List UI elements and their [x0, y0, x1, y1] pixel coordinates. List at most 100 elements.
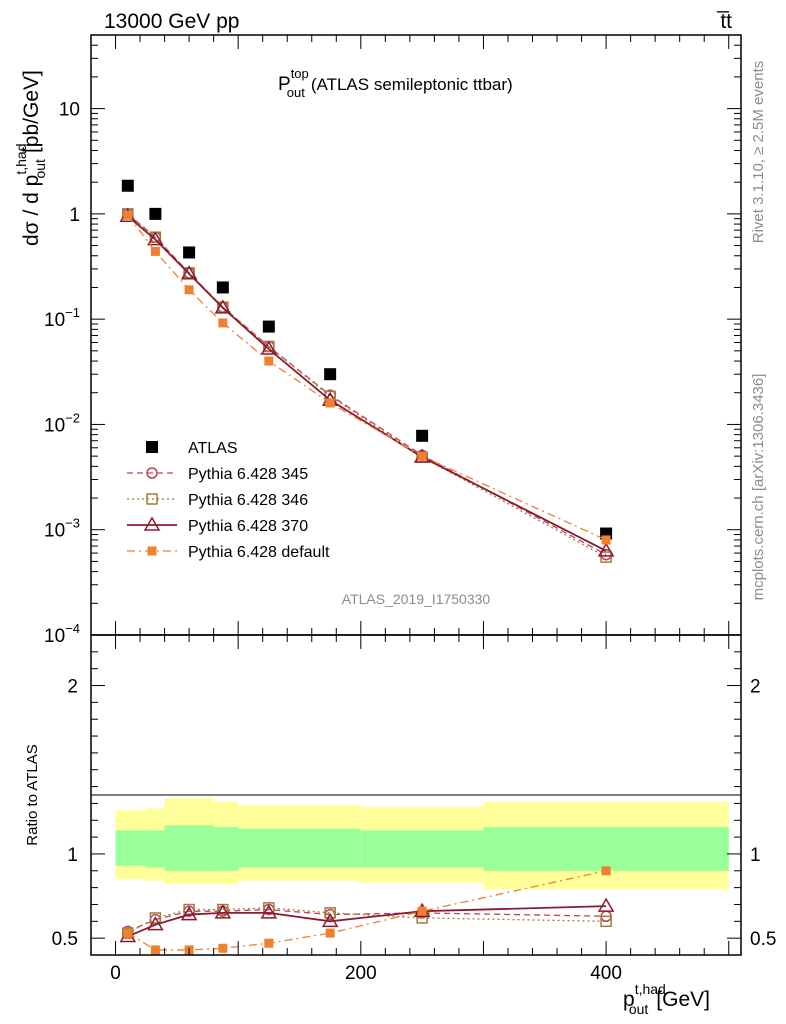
data-point — [149, 207, 162, 220]
y-tick-label: 10−4 — [44, 621, 80, 647]
ratio-series-line — [127, 905, 607, 938]
data-point — [262, 320, 275, 333]
data-point — [417, 451, 427, 461]
x-tick-label: 400 — [590, 963, 622, 984]
main-ylabel-sup: t,had — [13, 144, 29, 175]
y-tick-label: 10 — [59, 100, 80, 121]
ratio-data-point — [597, 897, 615, 912]
data-point — [183, 246, 196, 259]
main-ylabel: dσ / d pt,had out [pb/GeV] — [13, 70, 48, 246]
y-tick-label-base: 1 — [69, 205, 80, 226]
legend-label: Pythia 6.428 346 — [188, 492, 308, 509]
uncertainty-band-inner — [146, 830, 165, 868]
legend-marker — [147, 546, 157, 556]
ratio-data-point — [601, 866, 611, 876]
ratio-data-point — [149, 912, 162, 924]
main-title-sup: top — [291, 66, 309, 81]
main-ylabel-main: dσ / d p — [20, 175, 43, 246]
uncertainty-band-inner — [232, 827, 239, 871]
uncertainty-band-inner — [238, 828, 300, 868]
main-title-p: P — [278, 74, 291, 95]
ratio-xlabel: pt,had out [GeV] — [623, 981, 710, 1017]
legend-item: Pythia 6.428 346 — [127, 492, 308, 509]
legend-item: Pythia 6.428 345 — [127, 466, 308, 483]
legend-marker — [146, 467, 158, 479]
series-atlas — [121, 179, 613, 540]
data-point — [216, 281, 229, 294]
data-point — [325, 398, 335, 408]
y-tick-label-base: 10 — [59, 100, 80, 121]
ratio-data-point — [264, 938, 274, 948]
legend-label: Pythia 6.428 default — [188, 544, 330, 561]
ratio-y-tick-label-right: 2 — [750, 677, 761, 698]
ratio-tick-labels: 0.5 0.5 1 1 2 2 0 200 400 — [52, 677, 777, 984]
data-point — [260, 340, 278, 355]
legend: ATLAS Pythia 6.428 345 Pythia 6.428 346 Pyt… — [127, 440, 330, 561]
uncertainty-band-inner — [213, 827, 233, 871]
main-ticks — [91, 34, 741, 636]
ratio-xlabel-main: p — [623, 988, 635, 1011]
legend-marker — [146, 493, 158, 505]
uncertainty-band-inner — [164, 825, 214, 871]
ratio-data-point — [325, 928, 335, 938]
y-tick-label: 1 — [69, 205, 80, 226]
data-point — [123, 210, 133, 220]
legend-marker — [143, 516, 161, 531]
y-tick-label-exp: −4 — [65, 621, 80, 636]
rivet-label: Rivet 3.1.10, ≥ 2.5M events — [750, 61, 767, 244]
y-tick-label-base: 10 — [44, 626, 65, 647]
header-right: t̅t — [716, 10, 732, 33]
ratio-xlabel-sup: t,had — [635, 981, 666, 997]
x-tick-label: 0 — [110, 963, 121, 984]
uncertainty-band-inner — [115, 830, 147, 866]
ratio-data-point — [150, 945, 160, 955]
y-tick-label-exp: −1 — [65, 305, 80, 320]
data-point — [214, 299, 232, 314]
y-tick-label-base: 10 — [44, 310, 65, 331]
main-title-rest: (ATLAS semileptonic ttbar) — [311, 75, 513, 94]
ratio-panel: 0.5 0.5 1 1 2 2 0 200 400 Ratio to ATLAS pt,had o… — [24, 634, 777, 1017]
legend-item: Pythia 6.428 370 — [127, 516, 308, 535]
main-ylabel-unit: [pb/GeV] — [20, 70, 43, 153]
ratio-y-tick-label-right: 0.5 — [750, 929, 776, 950]
data-point — [600, 551, 612, 563]
legend-label: ATLAS — [188, 440, 238, 457]
ratio-data-point — [260, 904, 278, 919]
ratio-bands — [115, 798, 729, 890]
series-pythia-6-428-default — [123, 210, 611, 545]
ratio-data-point — [417, 906, 427, 916]
uncertainty-band-inner — [360, 830, 484, 868]
ratio-data-point — [147, 916, 164, 931]
mcplots-label: mcplots.cern.ch [arXiv:1306.3436] — [750, 374, 767, 601]
y-tick-label: 10−1 — [44, 305, 80, 331]
ratio-data-point — [321, 912, 339, 928]
y-tick-label-base: 10 — [44, 521, 65, 542]
ratio-y-tick-label: 2 — [67, 677, 78, 698]
y-tick-label: 10−2 — [44, 410, 80, 436]
main-title: Ptop out (ATLAS semileptonic ttbar) — [278, 66, 513, 100]
ratio-xlabel-sub: out — [629, 1001, 649, 1017]
ratio-y-tick-label-right: 1 — [750, 845, 761, 866]
ratio-series-line — [127, 870, 607, 951]
ratio-xlabel-unit: [GeV] — [656, 988, 710, 1011]
legend-label: Pythia 6.428 345 — [188, 466, 308, 483]
ratio-y-tick-label: 0.5 — [52, 929, 78, 950]
legend-marker — [146, 441, 158, 453]
data-point — [264, 356, 274, 366]
data-point — [324, 368, 337, 381]
legend-label: Pythia 6.428 370 — [188, 518, 308, 535]
main-ylabel-sub: out — [32, 159, 48, 179]
data-point — [184, 285, 194, 295]
analysis-id: ATLAS_2019_I1750330 — [342, 591, 491, 607]
series-line — [127, 214, 607, 541]
y-tick-label-base: 10 — [44, 415, 65, 436]
main-title-sub: out — [287, 85, 305, 100]
ratio-data-point — [180, 906, 198, 921]
data-point — [150, 246, 160, 256]
ratio-series — [119, 866, 615, 955]
ratio-frame — [90, 634, 742, 956]
header-left: 13000 GeV pp — [104, 10, 239, 33]
